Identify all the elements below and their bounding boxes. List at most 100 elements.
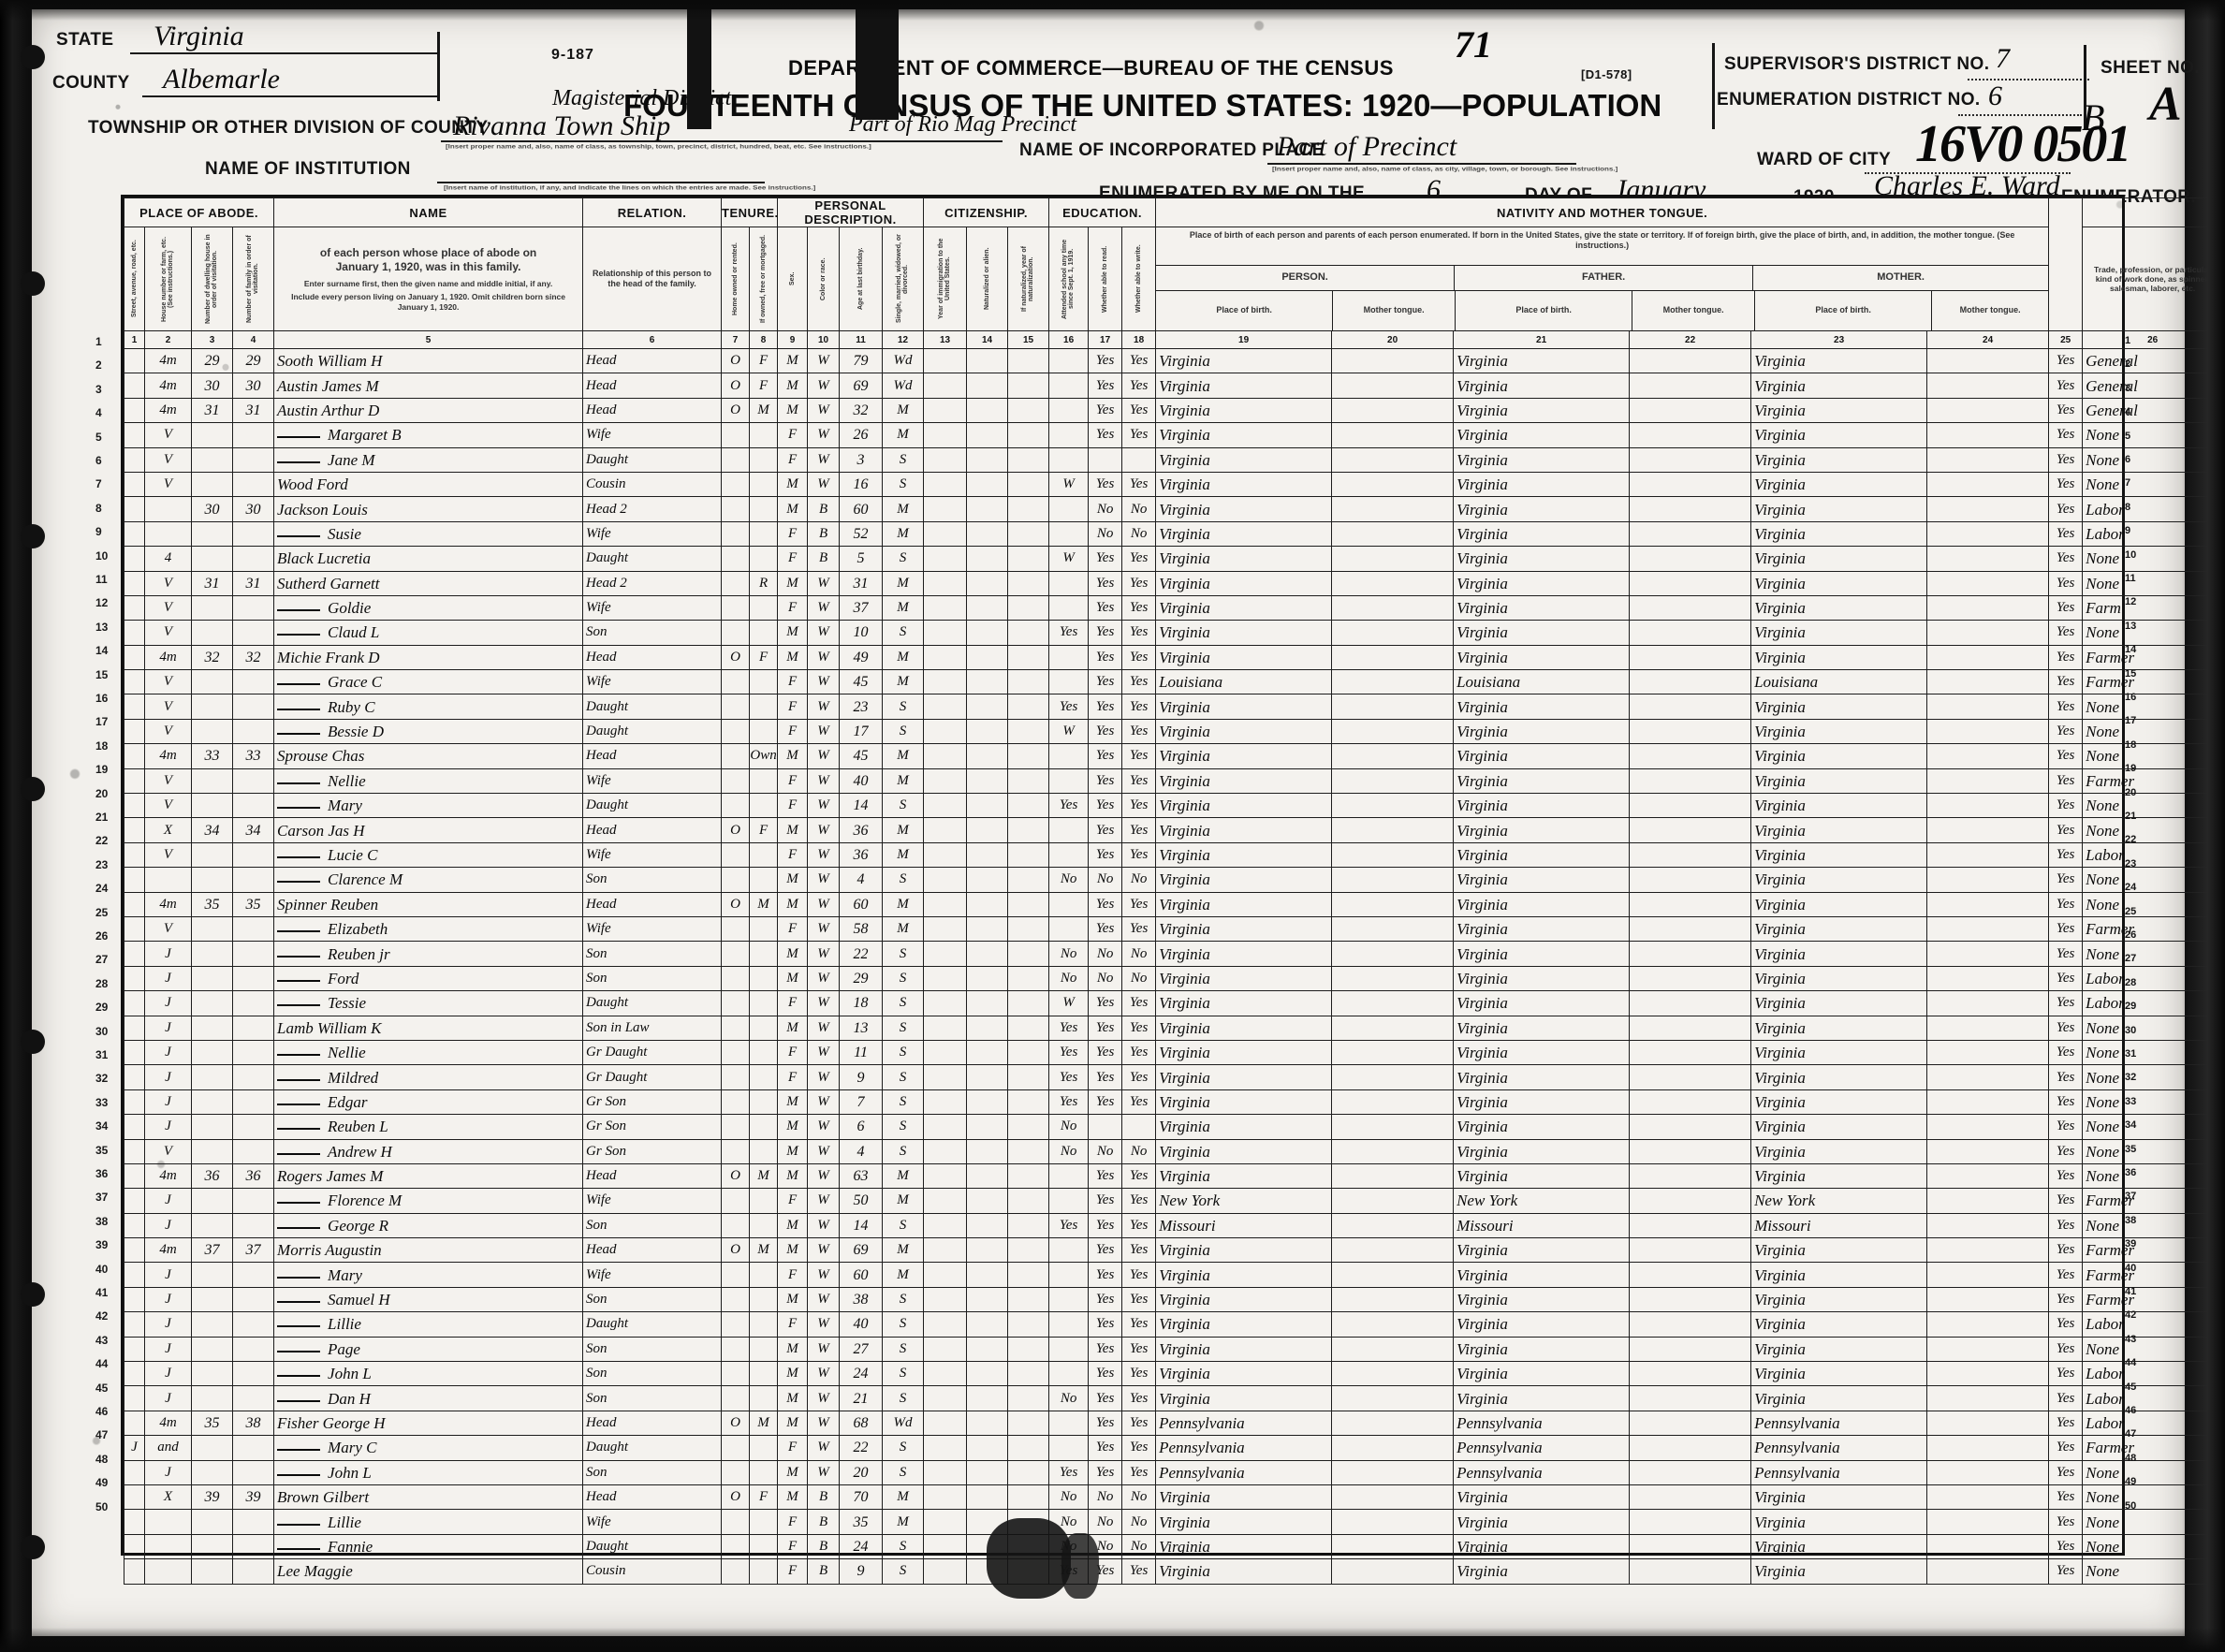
- cell-tenure2[interactable]: [749, 520, 779, 548]
- cell-street[interactable]: [124, 422, 145, 448]
- cell-street[interactable]: [124, 915, 145, 943]
- cell-marital[interactable]: S: [882, 1114, 925, 1140]
- cell-name[interactable]: Fisher George H: [273, 1410, 584, 1437]
- cell-nat[interactable]: [966, 546, 1009, 572]
- cell-imm[interactable]: [923, 990, 968, 1016]
- cell-write[interactable]: Yes: [1121, 915, 1157, 943]
- cell-tenure2[interactable]: M: [749, 1410, 779, 1437]
- cell-imm[interactable]: [923, 644, 968, 671]
- cell-relation[interactable]: Head: [582, 1484, 723, 1511]
- cell-house[interactable]: J: [144, 1212, 192, 1239]
- cell-tenure2[interactable]: F: [749, 1484, 779, 1511]
- cell-write[interactable]: Yes: [1121, 1410, 1157, 1437]
- cell-tenure2[interactable]: F: [749, 373, 779, 399]
- cell-natyr[interactable]: [1007, 347, 1050, 374]
- cell-tenure2[interactable]: [749, 841, 779, 869]
- cell-street[interactable]: [124, 1237, 145, 1264]
- cell-fpob[interactable]: Virginia: [1453, 620, 1631, 646]
- cell-house[interactable]: X: [144, 1484, 192, 1511]
- cell-sex[interactable]: M: [777, 1361, 809, 1387]
- cell-natyr[interactable]: [1007, 965, 1050, 992]
- cell-natyr[interactable]: [1007, 1039, 1050, 1066]
- cell-pob[interactable]: Virginia: [1155, 915, 1333, 943]
- cell-nat[interactable]: [966, 1015, 1009, 1041]
- cell-fpob[interactable]: Virginia: [1453, 1286, 1631, 1313]
- cell-age[interactable]: 6: [839, 1114, 884, 1140]
- cell-tenure2[interactable]: [749, 446, 779, 473]
- cell-house[interactable]: V: [144, 915, 192, 943]
- cell-sex[interactable]: M: [777, 644, 809, 671]
- cell-marital[interactable]: S: [882, 1459, 925, 1485]
- cell-mpob[interactable]: Virginia: [1750, 1558, 1928, 1585]
- cell-tenure1[interactable]: [721, 471, 751, 498]
- cell-fpob[interactable]: Pennsylvania: [1453, 1459, 1631, 1485]
- table-row[interactable]: J Ford Son M W 29 S No No No Virginia Virginia Virgi…: [124, 965, 2225, 992]
- cell-mmt[interactable]: [1926, 422, 2050, 448]
- cell-natyr[interactable]: [1007, 422, 1050, 448]
- cell-write[interactable]: Yes: [1121, 422, 1157, 448]
- cell-mt[interactable]: [1331, 520, 1455, 548]
- cell-mmt[interactable]: [1926, 941, 2050, 967]
- cell-tenure1[interactable]: [721, 743, 751, 769]
- cell-natyr[interactable]: [1007, 594, 1050, 621]
- cell-house[interactable]: 4m: [144, 644, 192, 671]
- cell-school[interactable]: [1048, 1188, 1090, 1214]
- cell-fpob[interactable]: Virginia: [1453, 718, 1631, 745]
- cell-house[interactable]: 4m: [144, 891, 192, 917]
- cell-name[interactable]: Sutherd Garnett: [273, 570, 584, 596]
- cell-marital[interactable]: M: [882, 397, 925, 424]
- cell-fmt[interactable]: [1629, 941, 1752, 967]
- cell-sex[interactable]: F: [777, 1533, 809, 1560]
- cell-speak[interactable]: Yes: [2048, 422, 2084, 448]
- cell-age[interactable]: 36: [839, 817, 884, 843]
- cell-relation[interactable]: Head: [582, 347, 723, 374]
- cell-read[interactable]: Yes: [1088, 1015, 1123, 1041]
- cell-write[interactable]: Yes: [1121, 768, 1157, 795]
- cell-tenure2[interactable]: [749, 546, 779, 572]
- cell-race[interactable]: W: [807, 1459, 841, 1485]
- cell-street[interactable]: [124, 644, 145, 671]
- cell-dwelling[interactable]: [191, 1089, 233, 1116]
- cell-pob[interactable]: Virginia: [1155, 520, 1333, 548]
- cell-dwelling[interactable]: [191, 546, 233, 572]
- cell-mmt[interactable]: [1926, 546, 2050, 572]
- cell-street[interactable]: [124, 1089, 145, 1116]
- cell-mpob[interactable]: Virginia: [1750, 1385, 1928, 1411]
- cell-imm[interactable]: [923, 694, 968, 720]
- cell-pob[interactable]: Virginia: [1155, 768, 1333, 795]
- cell-read[interactable]: Yes: [1088, 990, 1123, 1016]
- cell-house[interactable]: V: [144, 694, 192, 720]
- cell-write[interactable]: Yes: [1121, 373, 1157, 399]
- cell-age[interactable]: 22: [839, 1435, 884, 1461]
- cell-relation[interactable]: Head: [582, 1237, 723, 1264]
- cell-age[interactable]: 32: [839, 397, 884, 424]
- cell-name[interactable]: Black Lucretia: [273, 546, 584, 572]
- cell-speak[interactable]: Yes: [2048, 965, 2084, 992]
- cell-write[interactable]: Yes: [1121, 1039, 1157, 1066]
- cell-natyr[interactable]: [1007, 1212, 1050, 1239]
- cell-age[interactable]: 35: [839, 1509, 884, 1535]
- cell-natyr[interactable]: [1007, 793, 1050, 819]
- cell-fpob[interactable]: Virginia: [1453, 891, 1631, 917]
- cell-natyr[interactable]: [1007, 446, 1050, 473]
- cell-tenure2[interactable]: R: [749, 570, 779, 596]
- cell-speak[interactable]: Yes: [2048, 1015, 2084, 1041]
- cell-fmt[interactable]: [1629, 471, 1752, 498]
- cell-mmt[interactable]: [1926, 1336, 2050, 1363]
- cell-house[interactable]: J: [144, 941, 192, 967]
- cell-relation[interactable]: Son in Law: [582, 1015, 723, 1041]
- cell-mt[interactable]: [1331, 743, 1455, 769]
- cell-tenure2[interactable]: [749, 1188, 779, 1214]
- cell-race[interactable]: W: [807, 594, 841, 621]
- cell-imm[interactable]: [923, 1558, 968, 1585]
- cell-dwelling[interactable]: [191, 1286, 233, 1313]
- cell-family[interactable]: [231, 841, 275, 869]
- cell-relation[interactable]: Wife: [582, 669, 723, 695]
- cell-mpob[interactable]: Louisiana: [1750, 669, 1928, 695]
- cell-sex[interactable]: M: [777, 1484, 809, 1511]
- cell-dwelling[interactable]: [191, 1262, 233, 1288]
- cell-speak[interactable]: Yes: [2048, 891, 2084, 917]
- cell-marital[interactable]: S: [882, 1385, 925, 1411]
- cell-fmt[interactable]: [1629, 1286, 1752, 1313]
- cell-marital[interactable]: S: [882, 446, 925, 473]
